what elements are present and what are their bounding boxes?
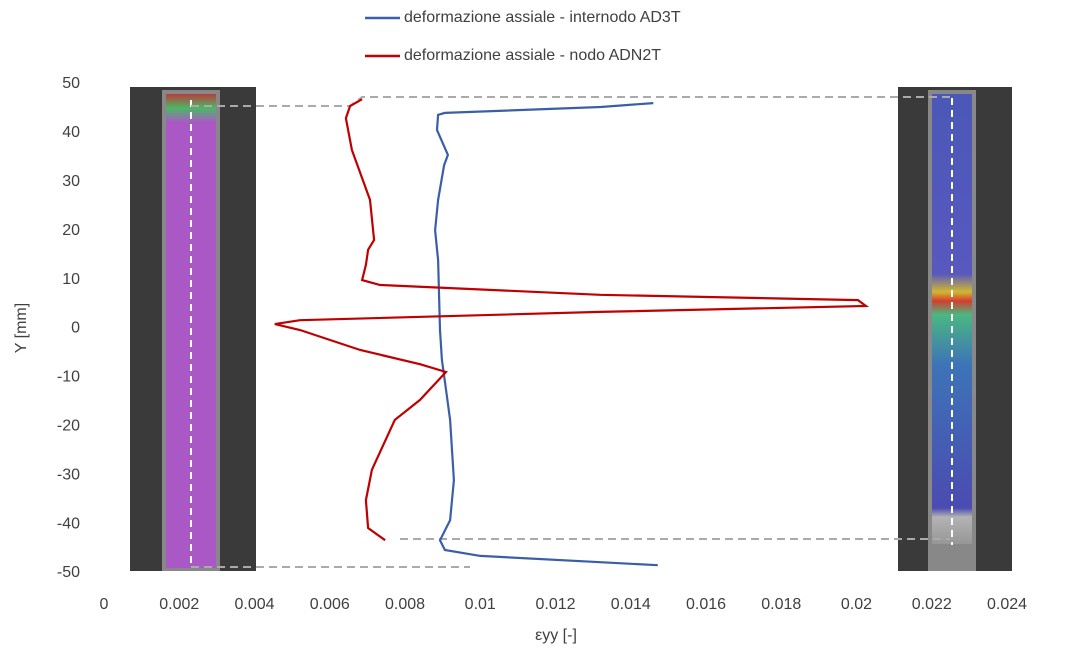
x-tick-label: 0.016	[686, 596, 726, 613]
connector-lines	[191, 96, 950, 568]
x-tick-label: 0.004	[234, 596, 274, 613]
y-tick-label: 50	[62, 75, 80, 92]
y-tick-label: -10	[57, 369, 80, 386]
legend-label: deformazione assiale - nodo ADN2T	[404, 47, 661, 64]
x-tick-label: 0.014	[611, 596, 651, 613]
y-tick-label: 30	[62, 173, 80, 190]
x-tick-label: 0.006	[310, 596, 350, 613]
x-tick-label: 0.01	[465, 596, 496, 613]
y-tick-label: -20	[57, 418, 80, 435]
x-tick-label: 0.002	[159, 596, 199, 613]
y-tick-label: 20	[62, 222, 80, 239]
legend: deformazione assiale - internodo AD3T def…	[365, 9, 681, 64]
specimen-photo-right	[898, 87, 1012, 571]
x-tick-label: 0.012	[535, 596, 575, 613]
x-tick-label: 0.02	[841, 596, 872, 613]
y-tick-label: 0	[71, 320, 80, 337]
x-tick-label: 0.018	[761, 596, 801, 613]
y-axis-label: Y [mm]	[13, 303, 30, 353]
y-tick-label: -40	[57, 515, 80, 532]
y-tick-label: -30	[57, 466, 80, 483]
series-line	[274, 98, 870, 542]
x-tick-label: 0.022	[912, 596, 952, 613]
x-tick-label: 0.008	[385, 596, 425, 613]
specimen-photo-left	[130, 87, 256, 571]
x-axis-label: εyy [-]	[535, 627, 577, 644]
x-tick-label: 0.024	[987, 596, 1027, 613]
y-tick-label: -50	[57, 564, 80, 581]
x-tick-label: 0	[100, 596, 109, 613]
legend-label: deformazione assiale - internodo AD3T	[404, 9, 681, 26]
series-line	[433, 102, 658, 567]
y-tick-label: 10	[62, 271, 80, 288]
y-tick-label: 40	[62, 124, 80, 141]
